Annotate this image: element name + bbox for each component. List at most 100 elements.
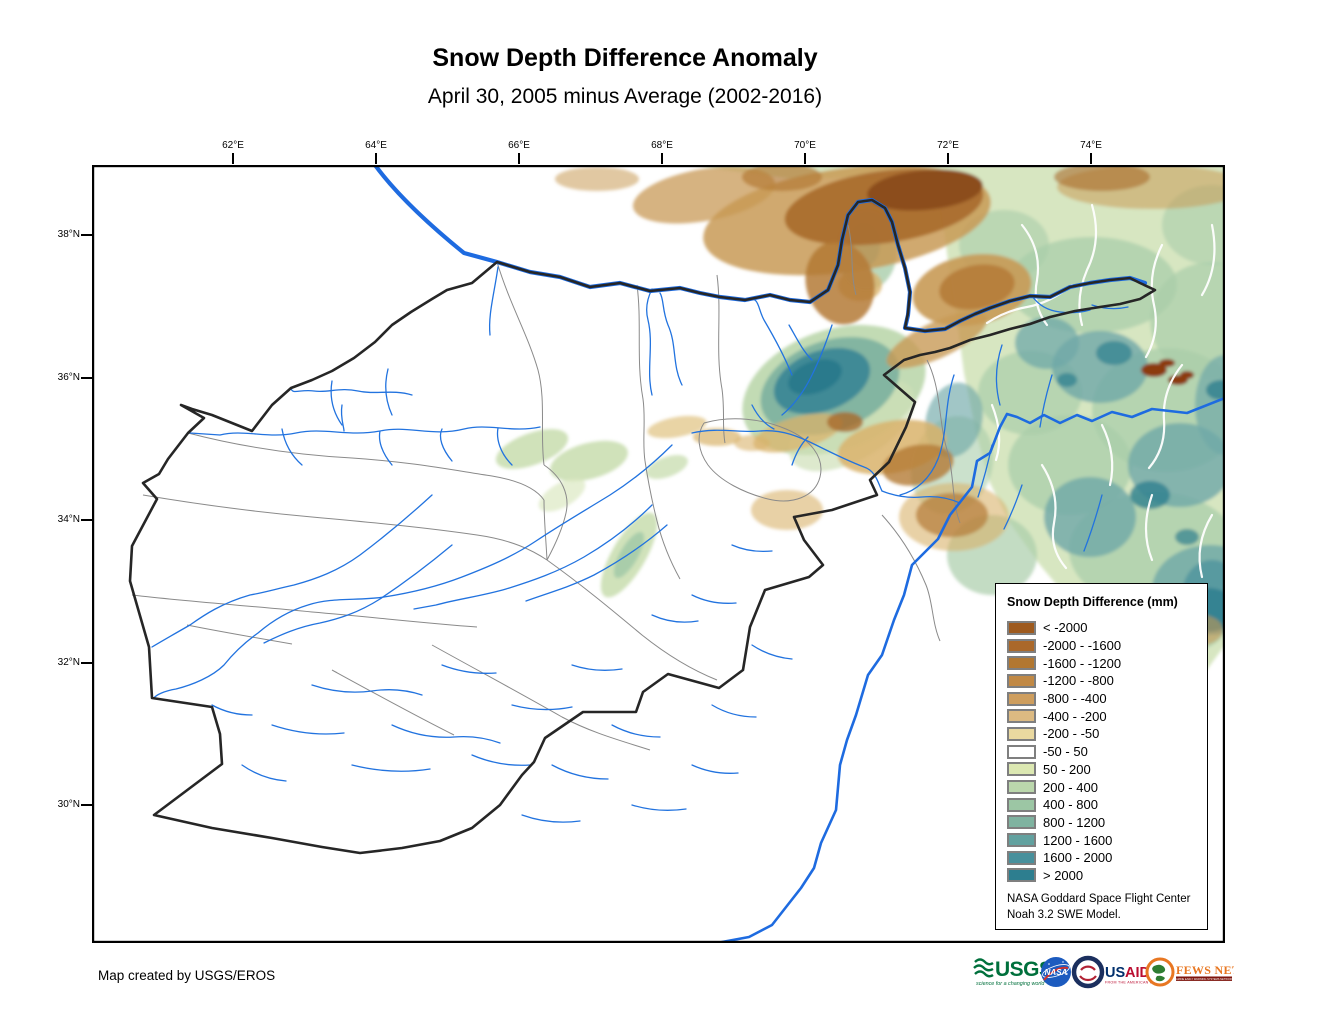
legend-row: 200 - 400: [1007, 778, 1207, 796]
legend-label: -400 - -200: [1043, 708, 1107, 724]
legend-swatch: [1007, 620, 1036, 635]
legend-label: > 2000: [1043, 867, 1084, 883]
legend-swatch: [1007, 815, 1036, 830]
legend-swatch: [1007, 797, 1036, 812]
lon-tick: [518, 153, 520, 164]
legend-swatch: [1007, 868, 1036, 883]
legend-swatch: [1007, 780, 1036, 795]
legend-source-line2: Noah 3.2 SWE Model.: [1007, 909, 1121, 922]
legend-label: 1600 - 2000: [1043, 850, 1113, 866]
legend-swatch: [1007, 709, 1036, 724]
usaid-logo: US AID FROM THE AMERICAN PEOPLE: [1071, 955, 1166, 989]
usgs-wordmark: USGS: [995, 958, 1053, 981]
map-canvas: [91, 164, 1226, 944]
lat-tick: [81, 234, 92, 236]
legend-swatch: [1007, 656, 1036, 671]
logo-strip: USGS science for a changing world NASA U…: [972, 954, 1240, 995]
legend-row: -400 - -200: [1007, 707, 1207, 725]
legend-swatch: [1007, 691, 1036, 706]
usgs-logo: USGS science for a changing world: [973, 958, 1054, 987]
fewsnet-banner: [1176, 976, 1232, 981]
legend-row: < -2000: [1007, 619, 1207, 637]
lon-label: 74°E: [1080, 140, 1102, 151]
usaid-wordmark-us: US: [1105, 965, 1125, 981]
legend-label: 400 - 800: [1043, 797, 1098, 813]
legend-label: 200 - 400: [1043, 779, 1098, 795]
legend-swatch: [1007, 762, 1036, 777]
legend-title: Snow Depth Difference (mm): [1007, 595, 1178, 609]
legend-label: -1600 - -1200: [1043, 655, 1122, 671]
lat-label: 38°N: [57, 229, 80, 240]
legend: Snow Depth Difference (mm) < -2000 -2000…: [995, 583, 1208, 930]
map-credit: Map created by USGS/EROS: [98, 968, 276, 983]
lon-tick: [804, 153, 806, 164]
lat-label: 32°N: [57, 657, 80, 668]
legend-row: -200 - -50: [1007, 725, 1207, 743]
legend-label: 50 - 200: [1043, 761, 1091, 777]
legend-label: 800 - 1200: [1043, 814, 1106, 830]
lon-label: 70°E: [794, 140, 816, 151]
usaid-seal-icon: [1071, 955, 1105, 989]
watershed-boundaries: [131, 224, 961, 751]
lon-tick: [661, 153, 663, 164]
lat-tick: [81, 519, 92, 521]
legend-swatch: [1007, 726, 1036, 741]
lat-tick: [81, 804, 92, 806]
fewsnet-logo: FEWS NET FAMINE EARLY WARNING SYSTEMS NE…: [1145, 957, 1240, 987]
afghanistan-border: [128, 198, 1157, 855]
legend-swatch: [1007, 833, 1036, 848]
legend-label: < -2000: [1043, 620, 1088, 636]
map-graphic: [91, 164, 1226, 944]
legend-row: 1600 - 2000: [1007, 849, 1207, 867]
legend-label: -1200 - -800: [1043, 673, 1114, 689]
fewsnet-tagline: FAMINE EARLY WARNING SYSTEMS NETWORK: [1175, 977, 1234, 981]
lon-tick: [947, 153, 949, 164]
legend-row: 800 - 1200: [1007, 814, 1207, 832]
legend-label: -800 - -400: [1043, 691, 1107, 707]
page-title: Snow Depth Difference Anomaly: [432, 44, 818, 72]
legend-label: 1200 - 1600: [1043, 832, 1113, 848]
legend-row: -2000 - -1600: [1007, 637, 1207, 655]
lat-label: 30°N: [57, 799, 80, 810]
legend-swatch: [1007, 638, 1036, 653]
legend-label: -2000 - -1600: [1043, 638, 1122, 654]
logos-graphic: USGS science for a changing world NASA U…: [973, 955, 1240, 989]
rivers: [151, 266, 1153, 823]
legend-row: > 2000: [1007, 867, 1207, 885]
legend-swatch: [1007, 850, 1036, 865]
legend-row: -1200 - -800: [1007, 672, 1207, 690]
lat-tick: [81, 662, 92, 664]
map-frame-border: [91, 164, 1226, 944]
legend-source: NASA Goddard Space Flight Center Noah 3.…: [1007, 891, 1207, 923]
legend-label: -200 - -50: [1043, 726, 1100, 742]
usgs-wave-icon: [973, 958, 994, 978]
fewsnet-wordmark: FEWS NET: [1176, 963, 1234, 977]
lon-label: 62°E: [222, 140, 244, 151]
legend-label: -50 - 50: [1043, 744, 1088, 760]
legend-swatch: [1007, 744, 1036, 759]
lat-label: 36°N: [57, 372, 80, 383]
lon-label: 72°E: [937, 140, 959, 151]
nasa-logo: NASA: [1041, 957, 1071, 987]
legend-row: -800 - -400: [1007, 690, 1207, 708]
lat-tick: [81, 377, 92, 379]
anomaly-raster-layer: [495, 167, 1223, 690]
usgs-tagline: science for a changing world: [976, 981, 1045, 987]
lon-tick: [1090, 153, 1092, 164]
lat-label: 34°N: [57, 514, 80, 525]
page-subtitle: April 30, 2005 minus Average (2002-2016): [427, 85, 823, 108]
usaid-wordmark-aid: AID: [1125, 965, 1150, 981]
lon-label: 68°E: [651, 140, 673, 151]
legend-row: 1200 - 1600: [1007, 831, 1207, 849]
legend-source-line1: NASA Goddard Space Flight Center: [1007, 893, 1191, 906]
legend-row: -1600 - -1200: [1007, 654, 1207, 672]
lon-label: 66°E: [508, 140, 530, 151]
indus-river: [721, 397, 1223, 941]
legend-row: -50 - 50: [1007, 743, 1207, 761]
usaid-tagline: FROM THE AMERICAN PEOPLE: [1105, 981, 1166, 985]
lon-label: 64°E: [365, 140, 387, 151]
lon-tick: [232, 153, 234, 164]
legend-row: 50 - 200: [1007, 761, 1207, 779]
legend-swatch: [1007, 673, 1036, 688]
